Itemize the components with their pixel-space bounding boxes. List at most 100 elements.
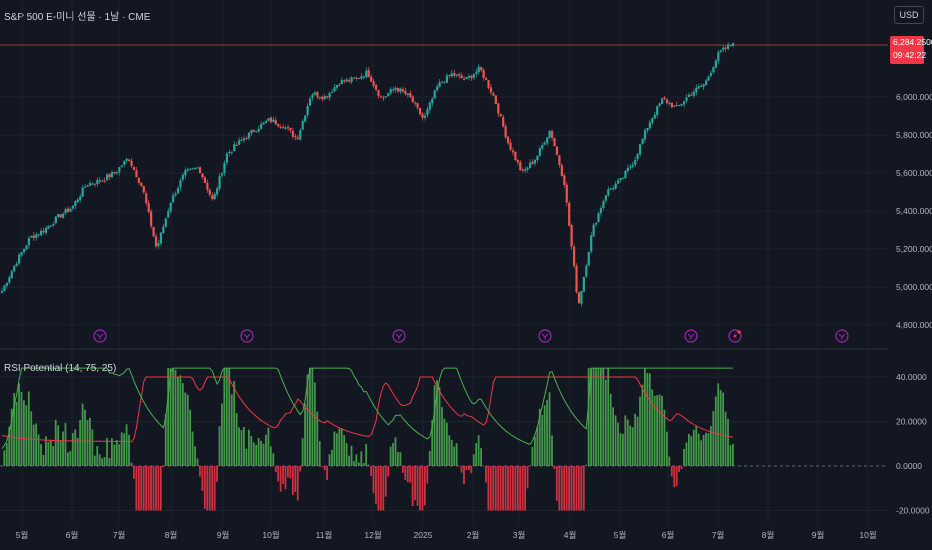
- histogram-bar: [69, 451, 72, 466]
- candle-body: [707, 76, 710, 81]
- histogram-bar: [362, 463, 365, 466]
- histogram-bar: [321, 466, 324, 467]
- earnings-flash-icon[interactable]: [728, 329, 742, 343]
- dividend-icon[interactable]: [835, 329, 849, 343]
- candle-body: [274, 120, 277, 125]
- histogram-bar: [612, 407, 615, 466]
- dividend-icon[interactable]: [684, 329, 698, 343]
- candle-body: [13, 265, 16, 272]
- histogram-bar: [194, 446, 196, 466]
- candle-body: [3, 285, 6, 292]
- dividend-icon[interactable]: [538, 329, 552, 343]
- candle-body: [624, 170, 627, 179]
- event-markers: [93, 329, 849, 343]
- histogram-bar: [15, 401, 18, 466]
- histogram-bar: [492, 466, 495, 511]
- candle-body: [394, 87, 397, 90]
- histogram-bar: [541, 414, 544, 466]
- histogram-bar: [372, 466, 375, 494]
- time-tick-label: 2025: [414, 530, 433, 540]
- candle-body: [516, 159, 519, 163]
- candle-body: [20, 252, 23, 256]
- dividend-icon[interactable]: [392, 329, 406, 343]
- histogram-bar: [62, 431, 64, 466]
- candle-body: [218, 176, 221, 189]
- time-tick-label: 11월: [316, 530, 333, 540]
- histogram-bar: [470, 466, 473, 474]
- candle-body: [76, 199, 79, 202]
- histogram-bar: [719, 390, 722, 466]
- histogram-bar: [497, 466, 500, 511]
- candle-body: [670, 102, 673, 108]
- candle-body: [360, 76, 363, 79]
- indicator-tick-label: 40.0000: [896, 372, 927, 382]
- candle-body: [108, 174, 111, 178]
- histogram-bar: [524, 466, 526, 511]
- candle-body: [575, 265, 578, 293]
- candle-body: [230, 151, 233, 153]
- histogram-bar: [646, 373, 649, 466]
- candle-body: [460, 75, 463, 79]
- candle-body: [683, 101, 686, 105]
- time-tick-label: 6월: [66, 530, 79, 540]
- candle-body: [526, 167, 529, 170]
- histogram-bar: [318, 441, 321, 466]
- candle-body: [560, 164, 563, 176]
- candle-body: [245, 137, 248, 139]
- histogram-bar: [164, 413, 167, 466]
- candle-body: [404, 90, 407, 95]
- histogram-bar: [313, 382, 316, 466]
- candle-body: [35, 234, 38, 238]
- candle-body: [626, 167, 629, 172]
- candle-body: [86, 185, 89, 187]
- currency-button[interactable]: USD: [894, 6, 924, 24]
- candle-body: [587, 251, 590, 266]
- dividend-icon[interactable]: [240, 329, 254, 343]
- histogram-bar: [328, 454, 331, 466]
- histogram-bar: [186, 394, 189, 466]
- indicator-title[interactable]: RSI Potential (14, 75, 25): [4, 363, 117, 374]
- histogram-bar: [84, 409, 86, 466]
- histogram-bar: [397, 451, 399, 466]
- candle-body: [52, 223, 55, 226]
- histogram-bar: [406, 466, 409, 483]
- candle-body: [399, 88, 402, 92]
- histogram-bar: [516, 466, 519, 511]
- histogram-bar: [147, 466, 150, 511]
- candle-body: [614, 183, 617, 189]
- histogram-bar: [128, 434, 130, 466]
- histogram-bar: [587, 368, 590, 466]
- candle-body: [665, 99, 669, 104]
- histogram-bar: [426, 466, 429, 484]
- candle-body: [98, 180, 101, 182]
- candle-body: [196, 167, 199, 169]
- candle-body: [15, 263, 18, 266]
- candle-body: [448, 74, 451, 76]
- histogram-bar: [213, 466, 216, 511]
- histogram-bar: [54, 419, 57, 466]
- dividend-icon[interactable]: [93, 329, 107, 343]
- candle-body: [428, 102, 431, 110]
- candle-body: [169, 203, 172, 212]
- candle-body: [101, 180, 104, 182]
- histogram-bar: [707, 433, 710, 466]
- last-price-tag: 6,284.2500 09:42:22: [890, 36, 932, 64]
- histogram-bar: [428, 451, 431, 466]
- histogram-bar: [553, 466, 556, 470]
- histogram-bar: [221, 403, 223, 466]
- candle-body: [570, 224, 573, 247]
- histogram-bar: [120, 432, 123, 466]
- histogram-bar: [599, 368, 602, 466]
- histogram-bar: [595, 368, 597, 466]
- candle-body: [541, 145, 544, 149]
- candle-body: [597, 213, 600, 223]
- histogram-bar: [152, 466, 155, 511]
- histogram-bar: [257, 437, 260, 466]
- histogram-bar: [145, 466, 148, 511]
- price-tick-label: 5,200.0000: [896, 244, 932, 254]
- candle-body: [450, 73, 453, 77]
- candle-body: [120, 165, 123, 167]
- candle-body: [54, 216, 57, 224]
- candle-body: [338, 84, 341, 86]
